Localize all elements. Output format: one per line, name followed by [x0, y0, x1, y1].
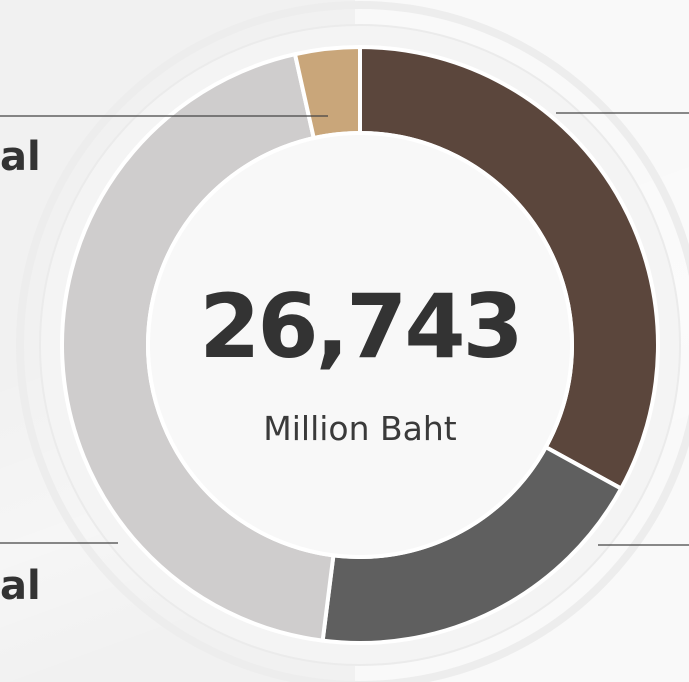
outer-ring-glow — [16, 1, 689, 682]
center-unit-label: Million Baht — [263, 409, 457, 448]
edge-label-top-left: al — [0, 134, 41, 180]
edge-label-bottom-left: al — [0, 563, 41, 609]
center-disc — [146, 131, 574, 559]
center-total-value: 26,743 — [199, 275, 524, 378]
